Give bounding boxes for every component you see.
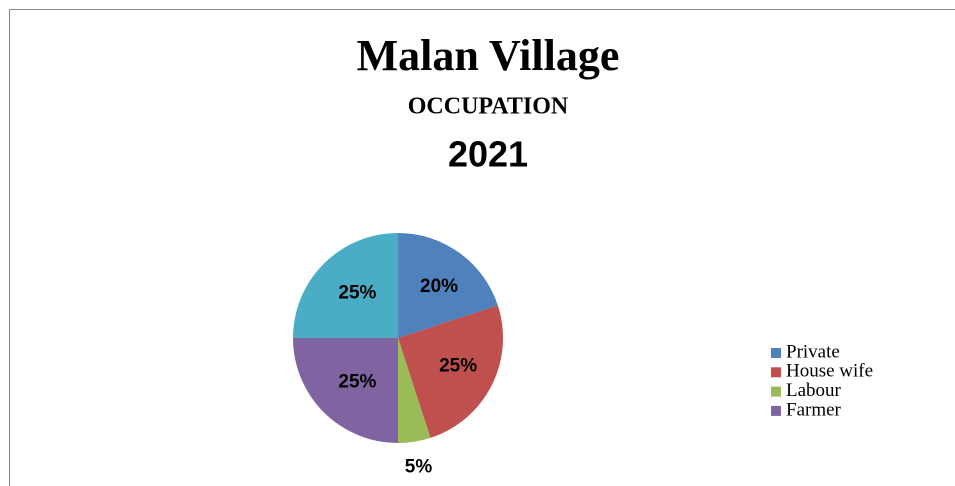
legend-label: House wife [786, 361, 873, 382]
data-label: 5% [405, 456, 433, 477]
pie-slice [293, 233, 398, 338]
data-label: 25% [338, 372, 376, 393]
pie-slice [398, 338, 431, 443]
legend-swatch [771, 386, 781, 397]
chart-title: Malan Village [357, 31, 620, 80]
data-label: 25% [338, 282, 376, 303]
data-label: 20% [420, 276, 458, 297]
legend-label: Farmer [786, 399, 842, 420]
legend-swatch [771, 405, 781, 416]
legend-swatch [771, 367, 781, 378]
legend-swatch [771, 348, 781, 358]
chart-subtitle: OCCUPATION [408, 94, 569, 120]
pie-slice [398, 233, 498, 338]
pie-slice [398, 305, 503, 438]
data-label: 25% [439, 356, 477, 377]
chart-year: 2021 [448, 134, 528, 175]
legend-label: Private [786, 341, 840, 362]
legend-label: Labour [786, 380, 842, 401]
pie-slice [293, 338, 398, 443]
